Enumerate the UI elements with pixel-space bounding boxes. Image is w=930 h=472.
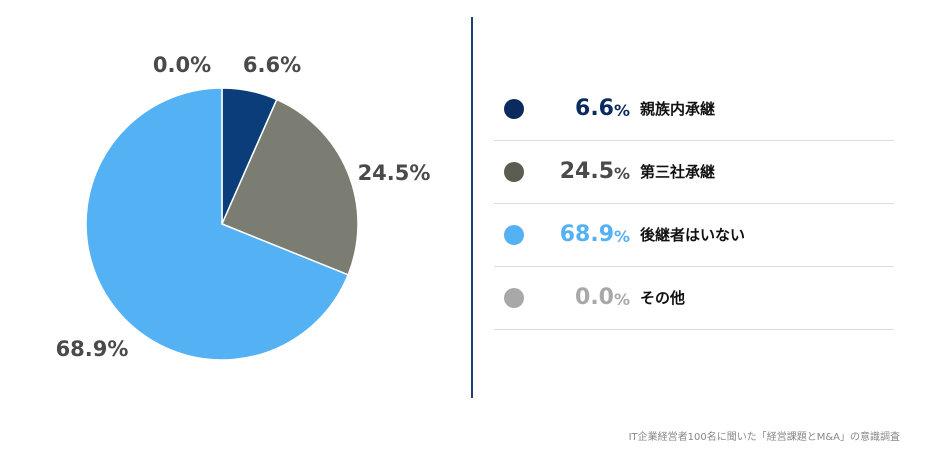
source-footer: IT企業経営者100名に聞いた「経営課題とM&A」の意識調査 xyxy=(628,432,900,443)
legend-label-third-party: 第三社承継 xyxy=(640,163,716,181)
pie-label-1: 24.5% xyxy=(358,161,431,185)
legend-unit-third-party: % xyxy=(614,164,631,183)
legend-unit-other: % xyxy=(614,290,631,309)
legend: 6.6 % 親族内承継 24.5 % 第三社承継 68.9 % 後継者はいない … xyxy=(494,78,894,330)
legend-unit-family: % xyxy=(614,101,631,120)
legend-value-third-party: 24.5 xyxy=(559,159,614,184)
legend-item-family: 6.6 % 親族内承継 xyxy=(494,78,894,141)
vertical-divider xyxy=(471,17,473,398)
pie-slice-2 xyxy=(85,87,350,361)
legend-dot-family xyxy=(504,99,524,119)
legend-value-family: 6.6 xyxy=(575,96,614,121)
legend-label-family: 親族内承継 xyxy=(640,100,716,118)
legend-item-other: 0.0 % その他 xyxy=(494,267,894,330)
legend-dot-third-party xyxy=(504,162,524,182)
legend-dot-no-successor xyxy=(504,225,524,245)
legend-value-other: 0.0 xyxy=(575,285,614,310)
legend-label-no-successor: 後継者はいない xyxy=(640,226,746,244)
pie-label-3: 0.0% xyxy=(153,53,211,77)
pie-label-0: 6.6% xyxy=(243,53,301,77)
legend-value-no-successor: 68.9 xyxy=(559,222,614,247)
legend-item-no-successor: 68.9 % 後継者はいない xyxy=(494,204,894,267)
pie-chart: 6.6% 24.5% 68.9% 0.0% xyxy=(56,53,431,361)
pie-slice-1 xyxy=(221,98,359,276)
legend-item-third-party: 24.5 % 第三社承継 xyxy=(494,141,894,204)
legend-dot-other xyxy=(504,288,524,308)
legend-label-other: その他 xyxy=(640,289,686,307)
pie-label-2: 68.9% xyxy=(56,337,129,361)
legend-unit-no-successor: % xyxy=(614,227,631,246)
